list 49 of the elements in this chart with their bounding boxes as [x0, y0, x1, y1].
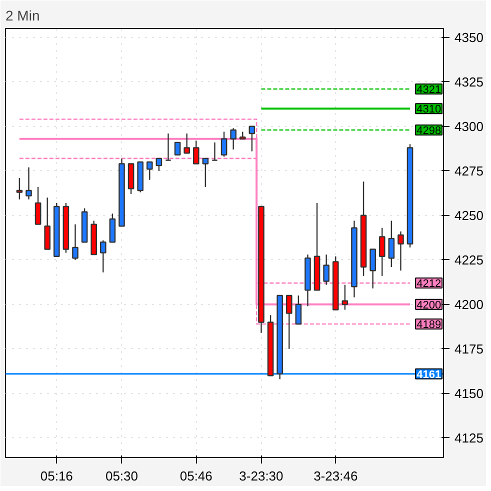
candlestick — [286, 294, 292, 350]
candlestick — [220, 131, 228, 158]
y-tick-label: 4350 — [454, 30, 484, 45]
x-tick-label: 05:16 — [40, 468, 73, 484]
candlestick — [192, 140, 200, 164]
candlestick — [16, 177, 23, 200]
candlestick — [34, 186, 42, 225]
candlestick — [230, 128, 236, 150]
candlestick — [100, 240, 106, 273]
y-tick-label: 4325 — [454, 74, 484, 90]
candlestick — [248, 126, 256, 152]
candlestick — [72, 224, 78, 261]
data-label: 4310 — [416, 104, 442, 116]
candlestick — [109, 213, 116, 243]
candlestick — [295, 294, 302, 325]
x-tick-label: 3-23:30 — [239, 468, 284, 484]
ref-line-label: 4161 — [416, 368, 442, 381]
data-label: 4212 — [416, 278, 442, 290]
x-tick-label: 05:30 — [105, 468, 138, 484]
candlestick — [342, 284, 348, 310]
y-tick-label: 4175 — [454, 341, 484, 356]
y-tick-label: 4150 — [454, 386, 484, 401]
candlestick — [370, 248, 376, 289]
data-label: 4298 — [416, 124, 442, 137]
candlestick — [174, 142, 181, 156]
candlestick — [44, 197, 51, 250]
y-tick-label: 4225 — [454, 252, 484, 268]
candlestick — [184, 132, 190, 154]
y-tick-label: 4125 — [454, 430, 484, 446]
candlestick — [388, 220, 395, 268]
y-tick-label: 4300 — [454, 118, 484, 134]
chart-title: 2 Min — [6, 8, 40, 24]
candlestick — [165, 132, 172, 161]
candlestick — [26, 166, 32, 200]
candlestick — [398, 230, 404, 272]
x-tick-label: 3-23:46 — [314, 468, 358, 484]
y-tick-label: 4275 — [454, 163, 484, 178]
candlestick — [323, 254, 330, 286]
candlestick — [156, 158, 162, 172]
y-tick-label: 4200 — [454, 296, 484, 312]
data-label: 4200 — [416, 299, 442, 312]
candlestick — [202, 158, 209, 188]
x-tick-label: 05:46 — [180, 468, 212, 484]
candlestick — [146, 161, 153, 180]
y-tick-label: 4250 — [454, 208, 484, 223]
candlestick — [212, 142, 218, 161]
data-label: 4321 — [416, 84, 442, 96]
candlestick — [378, 227, 386, 277]
data-label: 4189 — [416, 318, 442, 331]
